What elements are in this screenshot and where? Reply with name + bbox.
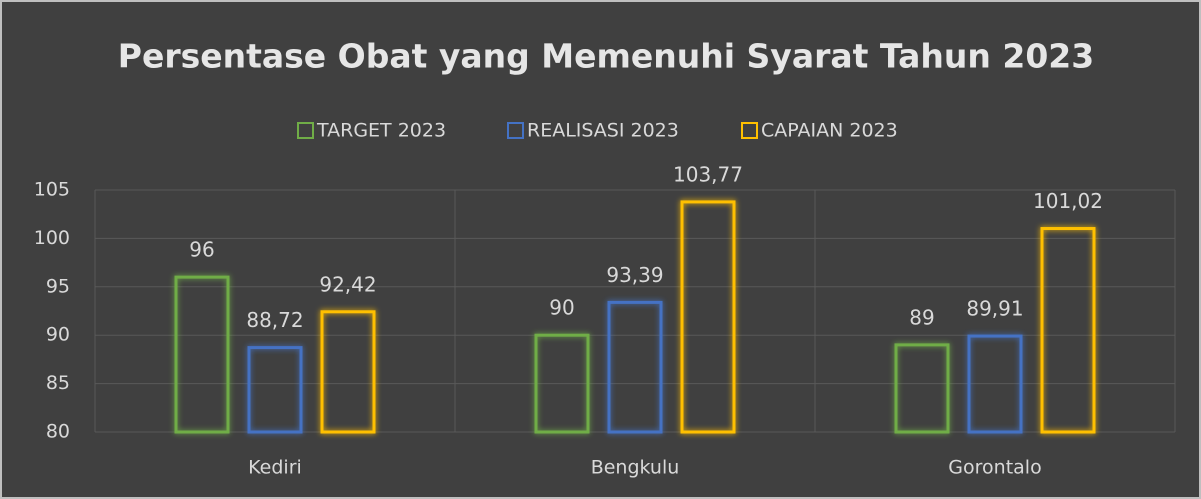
y-tick-label: 105 [34, 179, 70, 201]
legend-label: CAPAIAN 2023 [761, 120, 898, 142]
y-tick-label: 85 [46, 372, 70, 394]
data-label: 96 [189, 238, 214, 262]
x-tick-label: Kediri [248, 457, 302, 479]
bar [174, 275, 230, 434]
data-label: 88,72 [246, 308, 303, 332]
data-label: 92,42 [319, 272, 376, 296]
data-label: 90 [549, 296, 574, 320]
legend-label: REALISASI 2023 [527, 120, 679, 142]
data-label: 101,02 [1033, 189, 1103, 213]
data-label: 89,91 [966, 297, 1023, 321]
bar [247, 346, 303, 434]
legend-swatch [741, 122, 758, 139]
bar [967, 334, 1023, 434]
y-tick-label: 95 [46, 275, 70, 297]
bar [894, 343, 950, 434]
bar [680, 200, 736, 434]
data-label: 103,77 [673, 162, 743, 186]
x-tick-label: Bengkulu [591, 457, 680, 479]
y-tick-label: 100 [34, 227, 70, 249]
bar [607, 300, 663, 434]
legend-label: TARGET 2023 [316, 120, 446, 142]
y-tick-label: 80 [46, 421, 70, 443]
data-label: 93,39 [606, 263, 663, 287]
y-tick-label: 90 [46, 324, 70, 346]
data-label: 89 [909, 305, 934, 329]
bar [534, 333, 590, 434]
legend-swatch [297, 122, 314, 139]
legend-swatch [507, 122, 524, 139]
bar [1040, 227, 1096, 434]
bar [320, 310, 376, 434]
chart-title: Persentase Obat yang Memenuhi Syarat Tah… [118, 37, 1094, 76]
x-tick-label: Gorontalo [948, 457, 1041, 479]
